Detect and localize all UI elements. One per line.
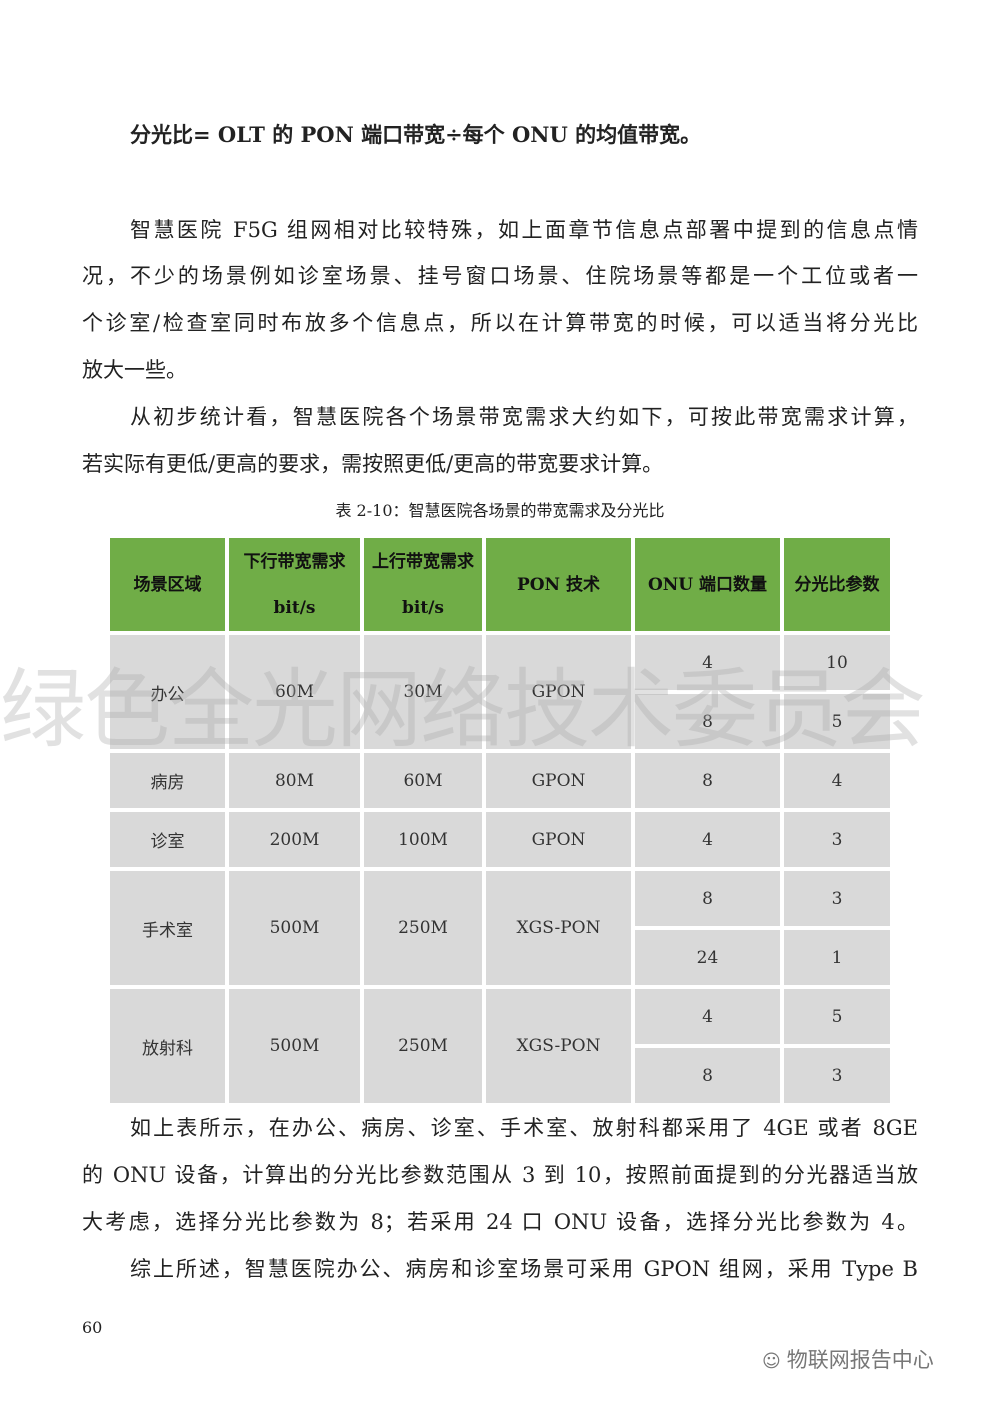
para1-line: 智慧医院 F5G 组网相对比较特殊，如上面章节信息点部署中提到的信息点情: [130, 218, 918, 242]
para3-line: 如上表所示，在办公、病房、诊室、手术室、放射科都采用了 4GE 或者 8GE: [130, 1116, 918, 1140]
cell-ratio: 3: [784, 871, 890, 926]
cell-ratio: 3: [784, 812, 890, 867]
table-row: 诊室 200M 100M GPON 4 3: [110, 812, 890, 867]
cell-up: 250M: [364, 871, 482, 985]
cell-pon: GPON: [486, 812, 631, 867]
cell-onu: 4: [635, 812, 780, 867]
cell-scene: 手术室: [110, 871, 225, 985]
cell-down: 500M: [229, 871, 360, 985]
cell-down: 60M: [229, 635, 360, 749]
cell-ratio: 4: [784, 753, 890, 808]
cell-scene: 诊室: [110, 812, 225, 867]
header-up: 上行带宽需求 bit/s: [364, 538, 482, 631]
cell-onu: 8: [635, 1048, 780, 1103]
bandwidth-table: 场景区域 下行带宽需求 bit/s 上行带宽需求 bit/s PON 技术 ON…: [106, 534, 894, 1107]
cell-down: 80M: [229, 753, 360, 808]
para4-line: 综上所述，智慧医院办公、病房和诊室场景可采用 GPON 组网，采用 Type B: [130, 1257, 918, 1281]
cell-onu: 24: [635, 930, 780, 985]
cell-pon: XGS-PON: [486, 871, 631, 985]
cell-down: 200M: [229, 812, 360, 867]
table-row: 病房 80M 60M GPON 8 4: [110, 753, 890, 808]
para2-line: 从初步统计看，智慧医院各个场景带宽需求大约如下，可按此带宽需求计算，: [130, 405, 918, 429]
cell-ratio: 1: [784, 930, 890, 985]
cell-up: 100M: [364, 812, 482, 867]
cell-scene: 办公: [110, 635, 225, 749]
brand-name: 物联网报告中心: [786, 1348, 934, 1372]
cell-ratio: 5: [784, 694, 890, 749]
page-number: 60: [82, 1318, 103, 1337]
brand-watermark: ☺ 物联网报告中心: [762, 1344, 934, 1374]
para1-line: 个诊室/检查室同时布放多个信息点，所以在计算带宽的时候，可以适当将分光比: [82, 311, 918, 335]
para1-line: 放大一些。: [82, 358, 187, 382]
cell-ratio: 3: [784, 1048, 890, 1103]
header-pon: PON 技术: [486, 538, 631, 631]
cell-up: 250M: [364, 989, 482, 1103]
header-ratio: 分光比参数: [784, 538, 890, 631]
para2-line: 若实际有更低/更高的要求，需按照更低/更高的带宽要求计算。: [82, 452, 664, 476]
cell-onu: 8: [635, 753, 780, 808]
table-row: 8 3: [110, 1048, 890, 1103]
header-down: 下行带宽需求 bit/s: [229, 538, 360, 631]
cell-pon: GPON: [486, 753, 631, 808]
wechat-icon: ☺: [762, 1351, 781, 1372]
cell-up: 30M: [364, 635, 482, 749]
para3-line: 的 ONU 设备，计算出的分光比参数范围从 3 到 10，按照前面提到的分光器适…: [82, 1163, 918, 1187]
cell-scene: 放射科: [110, 989, 225, 1103]
table-header-row: 场景区域 下行带宽需求 bit/s 上行带宽需求 bit/s PON 技术 ON…: [110, 538, 890, 631]
table-row: 24 1: [110, 930, 890, 985]
cell-onu: 8: [635, 694, 780, 749]
formula: 分光比= OLT 的 PON 端口带宽÷每个 ONU 的均值带宽。: [130, 122, 702, 147]
cell-onu: 4: [635, 635, 780, 690]
para3-line: 大考虑，选择分光比参数为 8；若采用 24 口 ONU 设备，选择分光比参数为 …: [82, 1210, 918, 1234]
header-onu: ONU 端口数量: [635, 538, 780, 631]
cell-scene: 病房: [110, 753, 225, 808]
table-row: 8 5: [110, 694, 890, 749]
cell-ratio: 5: [784, 989, 890, 1044]
cell-onu: 8: [635, 871, 780, 926]
cell-down: 500M: [229, 989, 360, 1103]
cell-up: 60M: [364, 753, 482, 808]
header-scene: 场景区域: [110, 538, 225, 631]
cell-pon: GPON: [486, 635, 631, 749]
cell-onu: 4: [635, 989, 780, 1044]
cell-pon: XGS-PON: [486, 989, 631, 1103]
table-caption: 表 2-10：智慧医院各场景的带宽需求及分光比: [335, 501, 665, 520]
para1-line: 况，不少的场景例如诊室场景、挂号窗口场景、住院场景等都是一个工位或者一: [82, 264, 918, 288]
table-row: 放射科 500M 250M XGS-PON 4 5: [110, 989, 890, 1103]
table-row: 办公 60M 30M GPON 4 10: [110, 635, 890, 749]
table-row: 手术室 500M 250M XGS-PON 8 3: [110, 871, 890, 985]
cell-ratio: 10: [784, 635, 890, 690]
